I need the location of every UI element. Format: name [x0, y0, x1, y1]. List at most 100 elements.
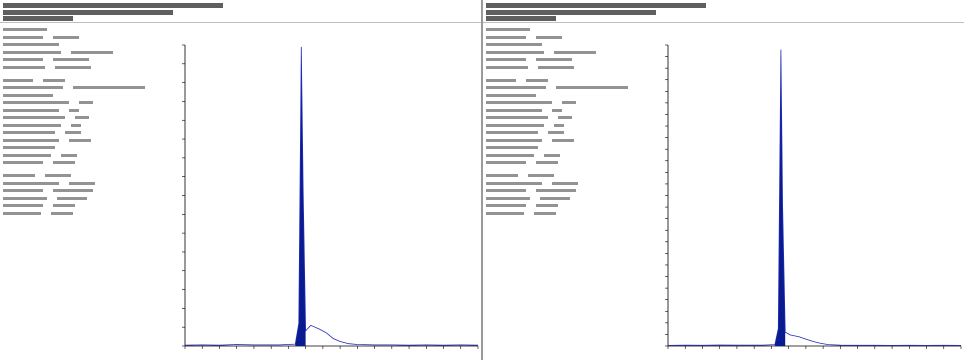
info-row: [3, 92, 168, 99]
info-row: [3, 129, 168, 136]
info-row: [3, 152, 168, 159]
info-key-smudge: [486, 108, 542, 112]
info-row: [486, 77, 651, 84]
info-row: [3, 56, 168, 63]
info-key-smudge: [486, 123, 544, 127]
info-row: [3, 159, 168, 166]
info-row: [486, 129, 651, 136]
info-value-smudge: [526, 78, 548, 82]
info-key-smudge: [486, 153, 534, 157]
info-row: [3, 187, 168, 194]
info-value-smudge: [69, 108, 79, 112]
info-value-smudge: [536, 35, 562, 39]
info-value-smudge: [552, 138, 574, 142]
info-key-smudge: [3, 43, 59, 46]
info-key-smudge: [486, 204, 526, 207]
info-value-smudge: [534, 211, 556, 215]
info-key-smudge: [486, 86, 546, 89]
info-value-smudge: [528, 174, 554, 177]
info-value-smudge: [69, 181, 95, 185]
info-key-smudge: [3, 101, 69, 104]
info-key-smudge: [486, 181, 542, 185]
info-row: [486, 34, 651, 41]
info-row: [486, 92, 651, 99]
info-key-smudge: [486, 138, 542, 142]
info-key-smudge: [3, 131, 55, 134]
info-row: [3, 195, 168, 202]
info-key-smudge: [486, 43, 542, 46]
info-value-smudge: [43, 78, 65, 82]
info-key-smudge: [3, 108, 59, 112]
info-value-smudge: [540, 196, 570, 200]
info-value-smudge: [536, 204, 558, 207]
info-row: [486, 41, 651, 48]
info-row: [3, 84, 168, 91]
info-row: [486, 64, 651, 71]
info-key-smudge: [486, 161, 526, 164]
info-value-smudge: [544, 153, 560, 157]
info-row: [3, 99, 168, 106]
info-key-smudge: [486, 189, 526, 192]
header-line-1: [486, 3, 706, 8]
info-key-smudge: [486, 101, 552, 104]
info-row: [3, 144, 168, 151]
info-value-smudge: [554, 123, 564, 127]
info-value-smudge: [75, 116, 89, 119]
info-value-smudge: [536, 161, 558, 164]
info-key-smudge: [3, 211, 41, 215]
info-value-smudge: [548, 131, 564, 134]
chromatogram-plot: [665, 44, 962, 349]
info-key-smudge: [486, 174, 518, 177]
info-key-smudge: [3, 153, 51, 157]
info-row: [3, 107, 168, 114]
info-row: [3, 210, 168, 217]
info-value-smudge: [538, 65, 574, 69]
info-key-smudge: [3, 161, 43, 164]
info-key-smudge: [3, 50, 61, 54]
info-value-smudge: [53, 58, 89, 61]
info-value-smudge: [552, 108, 562, 112]
report-header: [0, 0, 481, 23]
sample-info-block: [3, 26, 168, 217]
info-row: [486, 56, 651, 63]
info-row: [486, 202, 651, 209]
info-row: [3, 64, 168, 71]
info-key-smudge: [3, 123, 61, 127]
info-row: [3, 26, 168, 33]
info-key-smudge: [486, 78, 516, 82]
info-value-smudge: [552, 181, 578, 185]
sample-info-block: [486, 26, 651, 217]
panel-divider: [481, 0, 483, 360]
info-row: [3, 34, 168, 41]
info-value-smudge: [55, 65, 91, 69]
info-key-smudge: [3, 204, 43, 207]
info-key-smudge: [3, 116, 65, 119]
info-value-smudge: [71, 50, 113, 54]
chromatogram-panel-1: [0, 0, 481, 360]
info-row: [486, 159, 651, 166]
info-row: [486, 152, 651, 159]
info-value-smudge: [536, 58, 572, 61]
info-key-smudge: [3, 86, 63, 89]
peak-area: [774, 49, 786, 346]
info-value-smudge: [71, 123, 81, 127]
chromatogram-trace: [667, 49, 962, 346]
info-key-smudge: [486, 93, 536, 97]
info-row: [486, 26, 651, 33]
info-row: [486, 180, 651, 187]
header-line-2: [486, 10, 656, 15]
info-value-smudge: [51, 211, 73, 215]
header-line-2: [3, 10, 173, 15]
info-row: [3, 180, 168, 187]
info-key-smudge: [486, 50, 544, 54]
info-key-smudge: [3, 78, 33, 82]
header-line-3: [3, 16, 73, 21]
chromatogram-trace: [184, 46, 479, 346]
info-row: [3, 41, 168, 48]
info-row: [3, 114, 168, 121]
info-value-smudge: [79, 101, 93, 104]
chromatogram-plot: [182, 44, 479, 349]
info-value-smudge: [53, 35, 79, 39]
info-value-smudge: [61, 153, 77, 157]
info-row: [486, 122, 651, 129]
